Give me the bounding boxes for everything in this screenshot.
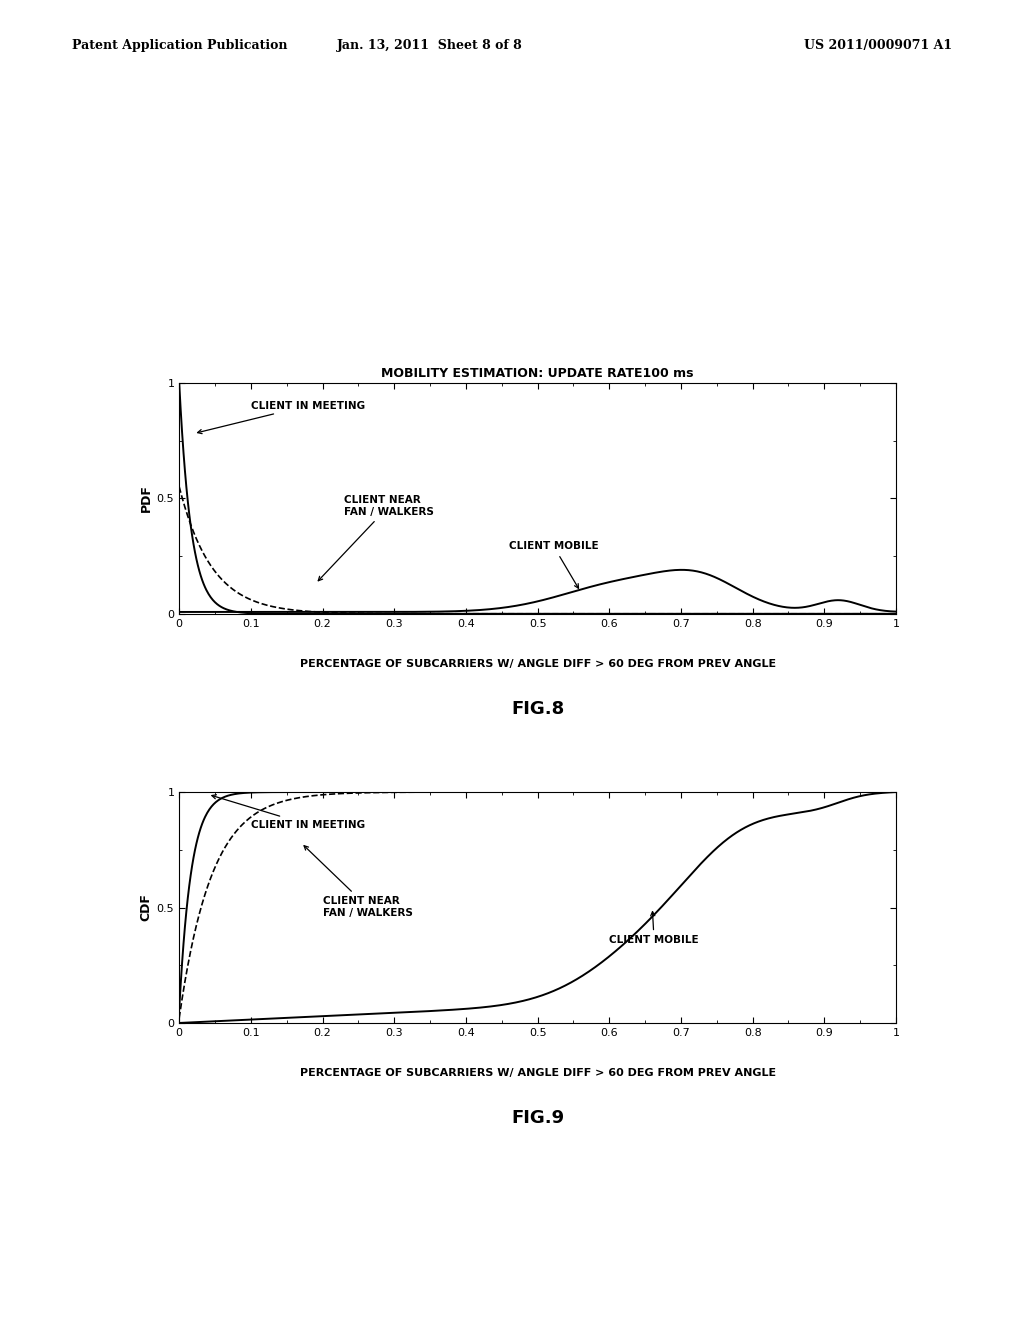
Y-axis label: CDF: CDF: [139, 894, 153, 921]
Text: Jan. 13, 2011  Sheet 8 of 8: Jan. 13, 2011 Sheet 8 of 8: [337, 38, 523, 51]
Text: US 2011/0009071 A1: US 2011/0009071 A1: [804, 38, 952, 51]
Text: PERCENTAGE OF SUBCARRIERS W/ ANGLE DIFF > 60 DEG FROM PREV ANGLE: PERCENTAGE OF SUBCARRIERS W/ ANGLE DIFF …: [300, 1068, 775, 1078]
Text: CLIENT NEAR
FAN / WALKERS: CLIENT NEAR FAN / WALKERS: [304, 846, 413, 917]
Text: PERCENTAGE OF SUBCARRIERS W/ ANGLE DIFF > 60 DEG FROM PREV ANGLE: PERCENTAGE OF SUBCARRIERS W/ ANGLE DIFF …: [300, 659, 775, 669]
Text: CLIENT IN MEETING: CLIENT IN MEETING: [212, 795, 365, 830]
Text: Patent Application Publication: Patent Application Publication: [72, 38, 287, 51]
Text: CLIENT IN MEETING: CLIENT IN MEETING: [198, 400, 365, 434]
Text: FIG.9: FIG.9: [511, 1109, 564, 1127]
Title: MOBILITY ESTIMATION: UPDATE RATE100 ms: MOBILITY ESTIMATION: UPDATE RATE100 ms: [381, 367, 694, 380]
Text: CLIENT MOBILE: CLIENT MOBILE: [509, 541, 599, 589]
Text: CLIENT NEAR
FAN / WALKERS: CLIENT NEAR FAN / WALKERS: [318, 495, 434, 581]
Text: FIG.8: FIG.8: [511, 700, 564, 718]
Text: CLIENT MOBILE: CLIENT MOBILE: [609, 912, 699, 945]
Y-axis label: PDF: PDF: [139, 484, 153, 512]
